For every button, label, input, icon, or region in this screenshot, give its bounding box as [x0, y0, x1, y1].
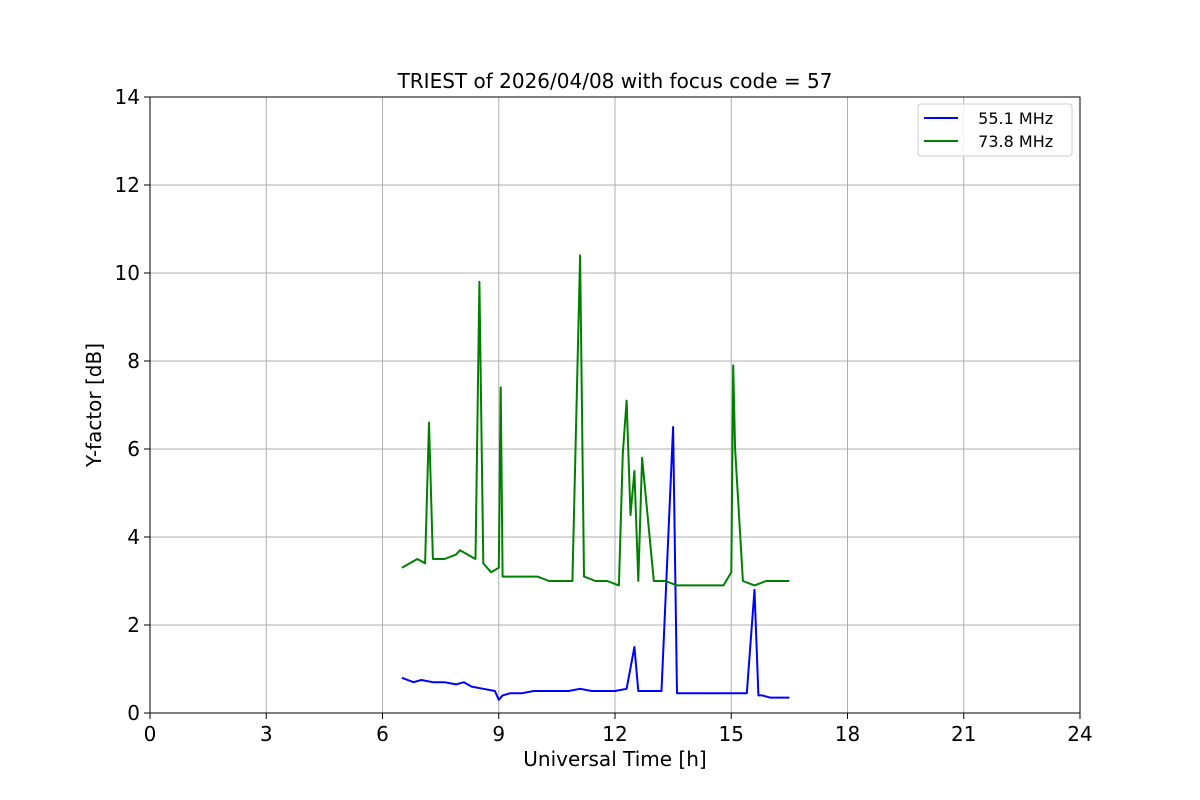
legend-label-1: 73.8 MHz — [968, 132, 1053, 151]
y-tick-label: 6 — [127, 437, 140, 461]
y-tick-label: 8 — [127, 349, 140, 373]
x-tick-label: 15 — [719, 722, 744, 746]
y-tick-label: 4 — [127, 525, 140, 549]
x-tick-label: 24 — [1067, 722, 1092, 746]
x-tick-label: 12 — [602, 722, 627, 746]
series-layer — [401, 254, 790, 701]
chart-title: TRIEST of 2026/04/08 with focus code = 5… — [397, 69, 833, 93]
y-tick-label: 12 — [115, 173, 140, 197]
x-tick-label: 18 — [835, 722, 860, 746]
x-tick-label: 3 — [260, 722, 273, 746]
series-line-0 — [401, 426, 790, 701]
y-tick-label: 10 — [115, 261, 140, 285]
x-axis-label: Universal Time [h] — [523, 747, 706, 771]
y-tick-label: 0 — [127, 701, 140, 725]
legend-label-0: 55.1 MHz — [968, 109, 1053, 128]
y-axis-label: Y-factor [dB] — [82, 343, 106, 468]
series-line-1 — [401, 254, 790, 587]
y-tick-label: 2 — [127, 613, 140, 637]
legend: 55.1 MHz 73.8 MHz — [917, 103, 1073, 157]
x-tick-label: 6 — [376, 722, 389, 746]
x-tick-label: 21 — [951, 722, 976, 746]
y-tick-label: 14 — [115, 85, 140, 109]
x-tick-label: 9 — [492, 722, 505, 746]
x-tick-label: 0 — [144, 722, 157, 746]
